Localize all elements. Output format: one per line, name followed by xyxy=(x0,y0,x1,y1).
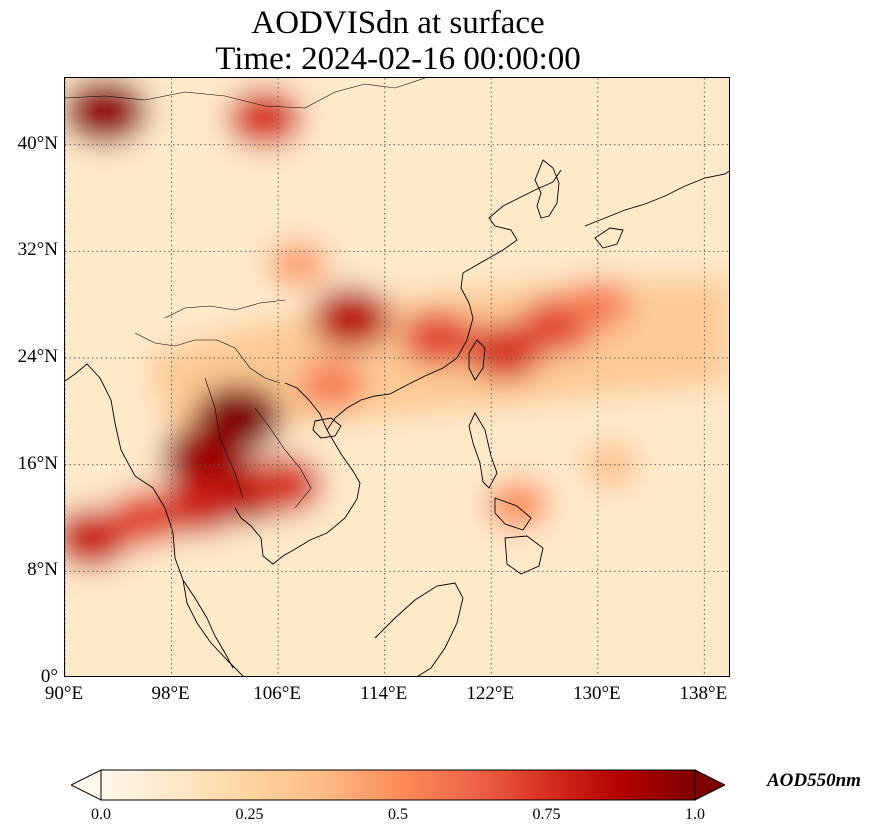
aod-hotspot xyxy=(565,279,631,330)
aod-hotspot xyxy=(486,480,549,529)
coastline-south-china xyxy=(326,169,562,431)
aod-hotspot xyxy=(401,310,475,366)
latitude-tick-label: 40°N xyxy=(17,132,58,154)
aod-hotspot xyxy=(467,322,543,381)
colorbar-extend-low xyxy=(71,769,102,801)
aod-hotspot xyxy=(227,89,303,147)
latitude-tick-label: 16°N xyxy=(17,452,58,474)
country-borders xyxy=(134,299,312,509)
aod-field-layer xyxy=(65,78,729,676)
aod-hotspot xyxy=(299,359,364,410)
map-time-subtitle: Time: 2024-02-16 00:00:00 xyxy=(215,41,581,77)
mongolia-border xyxy=(65,78,426,109)
aod-map-canvas xyxy=(65,78,729,676)
longitude-tick-label: 122°E xyxy=(466,683,515,704)
malay-peninsula xyxy=(182,579,234,669)
japan-islands xyxy=(584,170,729,249)
aod-hotspot xyxy=(247,455,323,514)
latitude-tick-label: 32°N xyxy=(17,239,58,261)
longitude-tick-label: 98°E xyxy=(151,683,190,704)
map-panel[interactable] xyxy=(64,77,730,677)
latitude-tick-label: 24°N xyxy=(17,346,58,367)
aod-hotspot xyxy=(268,241,328,288)
gridlines-layer xyxy=(65,78,729,676)
borneo-island xyxy=(374,582,464,676)
aod-hotspot xyxy=(65,78,148,145)
colorbar-tick-label: 1.0 xyxy=(685,806,705,823)
colorbar-tick-label: 0.0 xyxy=(91,806,111,823)
colorbar-label: AOD550nm xyxy=(767,770,861,791)
aod-hotspot xyxy=(311,287,392,349)
longitude-tick-label: 114°E xyxy=(360,683,408,704)
colorbar-tick-label: 0.5 xyxy=(388,806,408,823)
colorbar-gradient xyxy=(100,769,696,801)
aod-hotspot xyxy=(108,490,182,546)
longitude-tick-label: 130°E xyxy=(572,683,621,704)
colorbar-tick-label: 0.75 xyxy=(532,806,561,823)
latitude-tick-label: 0° xyxy=(40,666,58,687)
colorbar-tick-label: 0.25 xyxy=(235,806,264,823)
hainan-island xyxy=(312,417,342,439)
longitude-tick-label: 138°E xyxy=(679,683,728,704)
colorbar xyxy=(71,769,725,801)
korea-peninsula xyxy=(534,159,560,219)
map-title: AODVISdn at surface xyxy=(251,5,545,41)
taiwan-island xyxy=(468,339,486,381)
longitude-tick-label: 106°E xyxy=(253,683,301,704)
latitude-tick-label: 8°N xyxy=(27,559,58,581)
longitude-tick-label: 90°E xyxy=(44,683,84,704)
philippines-islands xyxy=(468,412,544,575)
coastline-layer xyxy=(65,78,729,676)
coastline-indochina xyxy=(65,363,361,676)
colorbar-extend-high xyxy=(694,769,725,801)
